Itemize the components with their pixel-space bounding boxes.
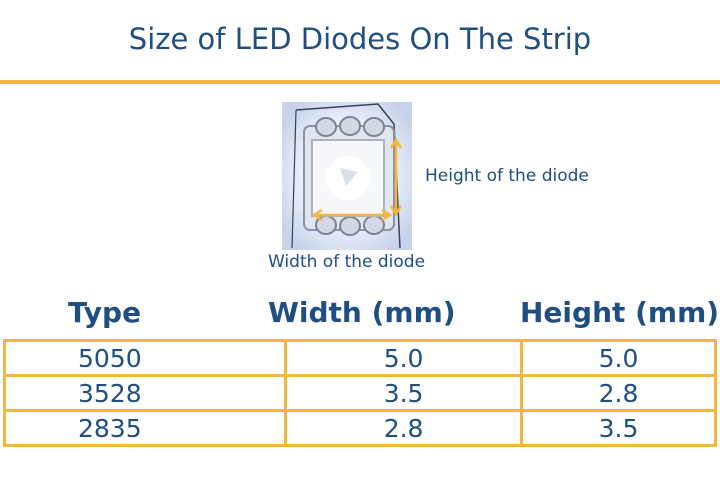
header-width: Width (mm) (268, 296, 456, 329)
height-label: Height of the diode (425, 166, 589, 186)
cell-width: 5.0 (284, 339, 524, 377)
cell-type: 5050 (2, 339, 288, 377)
title-divider (0, 80, 720, 84)
cell-width: 3.5 (284, 374, 524, 412)
led-diode-photo (282, 102, 412, 250)
page-title: Size of LED Diodes On The Strip (128, 22, 592, 56)
table-row: 5050 5.0 5.0 (2, 339, 717, 377)
cell-height: 2.8 (520, 374, 717, 412)
led-size-table: 5050 5.0 5.0 3528 3.5 2.8 2835 2.8 3.5 (2, 339, 717, 447)
width-label: Width of the diode (268, 252, 426, 272)
height-arrow (389, 137, 403, 217)
header-type: Type (68, 296, 142, 329)
cell-height: 3.5 (520, 409, 717, 447)
table-row: 3528 3.5 2.8 (2, 374, 717, 412)
cell-width: 2.8 (284, 409, 524, 447)
cell-type: 2835 (2, 409, 288, 447)
width-arrow (311, 208, 393, 222)
header-height: Height (mm) (520, 296, 720, 329)
cell-type: 3528 (2, 374, 288, 412)
table-row: 2835 2.8 3.5 (2, 409, 717, 447)
cell-height: 5.0 (520, 339, 717, 377)
